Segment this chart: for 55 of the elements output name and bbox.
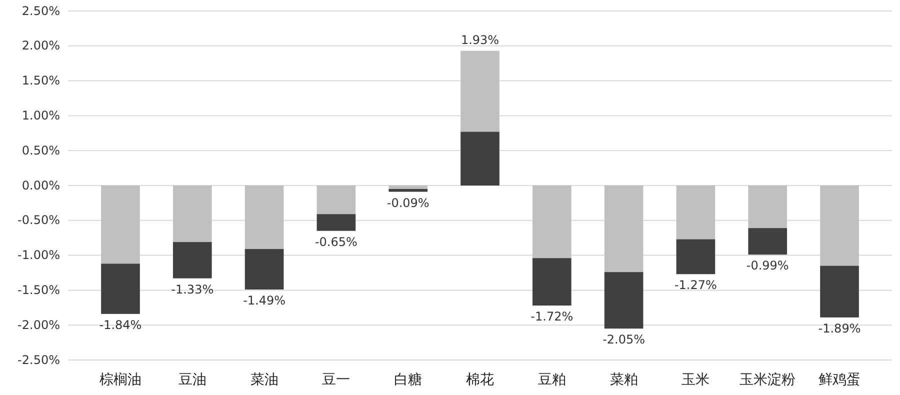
bar — [388, 188, 428, 192]
bar — [604, 272, 644, 329]
x-tick-label: 棕榈油 — [99, 372, 142, 388]
bar — [676, 239, 716, 274]
bar — [316, 186, 356, 214]
total-label: -0.99% — [746, 258, 789, 273]
x-tick-label: 菜粕 — [610, 372, 638, 388]
bar — [820, 186, 859, 266]
bar — [748, 228, 788, 255]
x-tick-label: 玉米 — [682, 372, 710, 388]
bar — [460, 50, 500, 132]
y-tick-label: -0.50% — [18, 213, 60, 228]
bar — [244, 186, 284, 250]
bar — [820, 266, 859, 318]
total-label: -1.84% — [99, 318, 142, 332]
y-tick-label: -1.00% — [18, 248, 60, 262]
y-tick-label: 0.00% — [22, 178, 60, 192]
y-tick-label: 1.50% — [22, 74, 60, 88]
bar — [532, 258, 572, 306]
y-tick-label: -1.50% — [18, 283, 60, 298]
total-label: -1.49% — [243, 294, 286, 308]
bar — [172, 242, 212, 278]
bar — [604, 186, 644, 272]
x-tick-label: 玉米淀粉 — [740, 372, 796, 388]
total-label: -1.27% — [674, 278, 717, 292]
y-tick-label: 2.50% — [22, 4, 60, 18]
x-tick-label: 菜油 — [250, 372, 278, 388]
bar — [748, 186, 788, 228]
y-tick-label: 0.50% — [22, 143, 60, 158]
bar — [172, 186, 212, 242]
bar — [316, 214, 356, 231]
y-tick-label: -2.00% — [18, 318, 60, 332]
total-label: -1.72% — [530, 310, 574, 324]
total-label: -1.33% — [171, 282, 214, 296]
x-tick-label: 棉花 — [466, 372, 494, 388]
bar — [244, 249, 284, 290]
total-label: -0.65% — [314, 234, 358, 249]
bar — [101, 186, 140, 264]
bar — [676, 186, 716, 240]
x-tick-label: 豆一 — [322, 372, 350, 388]
total-label: -2.05% — [602, 332, 646, 347]
x-tick-label: 豆粕 — [538, 372, 566, 388]
x-tick-label: 白糖 — [394, 372, 422, 388]
total-label: -0.09% — [386, 196, 430, 210]
y-tick-label: -2.50% — [18, 352, 60, 367]
bar — [532, 186, 572, 258]
bar — [101, 264, 140, 314]
bar — [460, 132, 500, 186]
y-tick-label: 2.00% — [22, 38, 60, 53]
x-tick-label: 鲜鸡蛋 — [818, 372, 861, 388]
total-label: 1.93% — [460, 32, 500, 47]
x-tick-label: 豆油 — [178, 372, 206, 388]
y-tick-label: 1.00% — [22, 108, 60, 123]
total-label: -1.89% — [818, 321, 861, 336]
bar — [388, 186, 428, 189]
